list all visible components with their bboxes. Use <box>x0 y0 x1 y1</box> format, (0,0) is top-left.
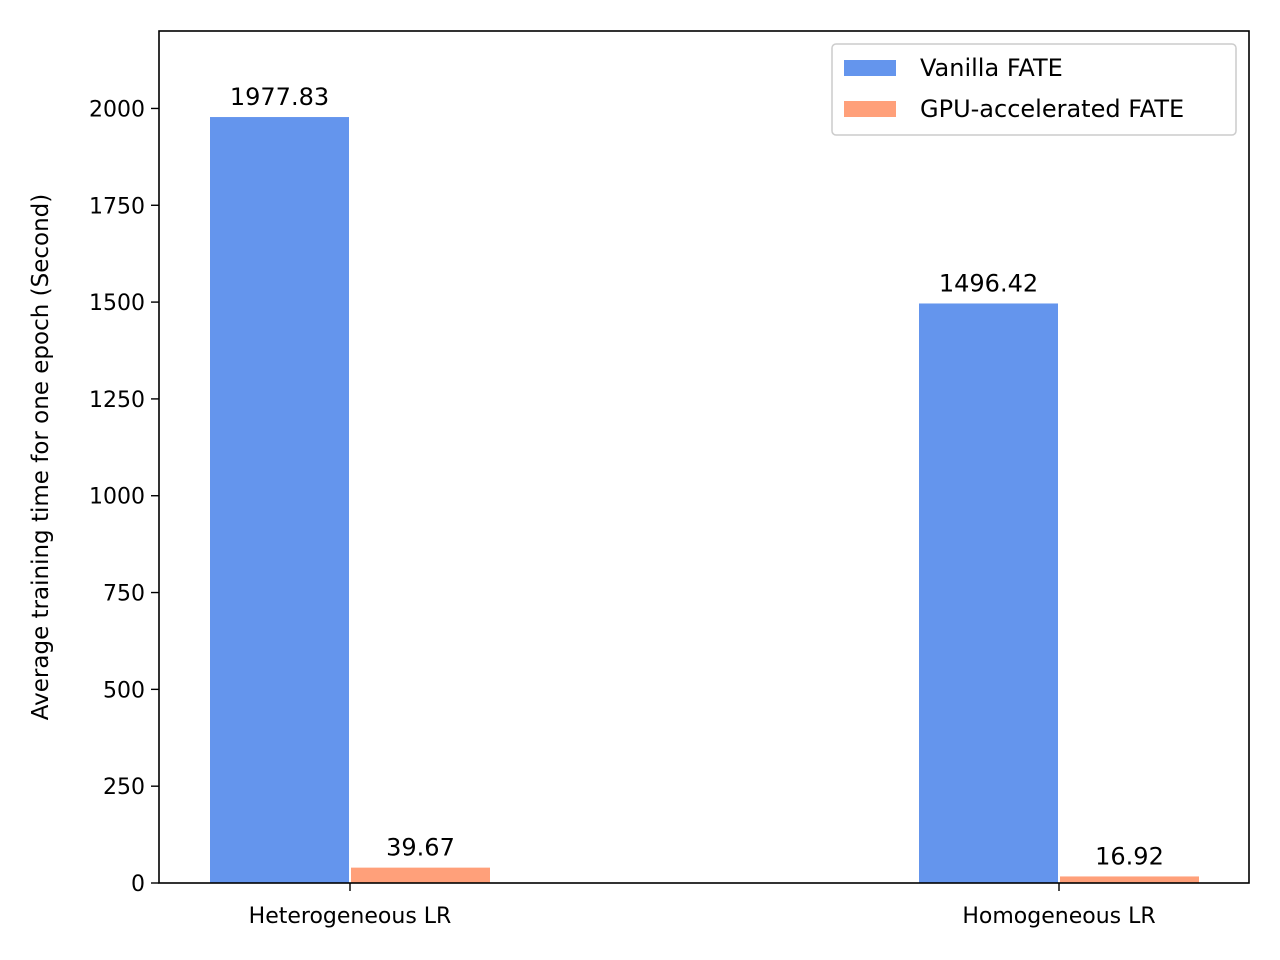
y-tick-label-0: 0 <box>131 872 145 897</box>
legend-label-vanilla-fate: Vanilla FATE <box>920 54 1063 82</box>
y-tick-label-2000: 2000 <box>89 97 145 122</box>
bar-gpu-accelerated-fate-heterogeneous-lr <box>351 867 490 883</box>
y-tick-label-500: 500 <box>103 678 145 703</box>
y-axis: 0 250 500 750 1000 1250 1500 1750 2000 <box>89 97 159 897</box>
bar-vanilla-fate-heterogeneous-lr <box>210 117 349 883</box>
y-tick-label-1250: 1250 <box>89 388 145 413</box>
legend-swatch-vanilla-fate <box>844 60 896 76</box>
y-tick-label-1500: 1500 <box>89 291 145 316</box>
y-tick-label-750: 750 <box>103 582 145 607</box>
legend-box <box>831 43 1237 136</box>
value-labels-group: 1977.83 1496.42 39.67 16.92 <box>230 83 1164 870</box>
value-label-vanilla-fate-homogeneous-lr: 1496.42 <box>939 269 1038 297</box>
y-axis-label: Average training time for one epoch (Sec… <box>28 194 54 720</box>
y-tick-label-1000: 1000 <box>89 485 145 510</box>
legend-swatch-gpu-accelerated-fate <box>844 101 896 117</box>
bar-gpu-accelerated-fate-homogeneous-lr <box>1060 876 1199 883</box>
legend: Vanilla FATE GPU-accelerated FATE <box>831 43 1237 136</box>
value-label-gpu-accelerated-fate-homogeneous-lr: 16.92 <box>1095 842 1164 870</box>
x-tick-label-heterogeneous-lr: Heterogeneous LR <box>249 904 452 929</box>
y-tick-label-1750: 1750 <box>89 194 145 219</box>
bar-vanilla-fate-homogeneous-lr <box>919 303 1058 883</box>
value-label-vanilla-fate-heterogeneous-lr: 1977.83 <box>230 83 329 111</box>
bars-group <box>210 117 1199 883</box>
x-axis: Heterogeneous LR Homogeneous LR <box>249 883 1156 929</box>
y-tick-label-250: 250 <box>103 775 145 800</box>
legend-label-gpu-accelerated-fate: GPU-accelerated FATE <box>920 95 1184 123</box>
x-tick-label-homogeneous-lr: Homogeneous LR <box>962 904 1155 929</box>
value-label-gpu-accelerated-fate-heterogeneous-lr: 39.67 <box>386 834 455 862</box>
plot-frame <box>158 30 1250 884</box>
